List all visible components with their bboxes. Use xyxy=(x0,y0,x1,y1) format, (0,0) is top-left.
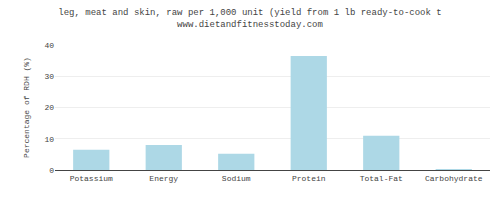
svg-text:40: 40 xyxy=(44,41,54,50)
svg-text:Potassium: Potassium xyxy=(70,174,113,183)
svg-text:Sodium: Sodium xyxy=(222,174,251,183)
svg-text:0: 0 xyxy=(49,166,54,175)
svg-text:Total-Fat: Total-Fat xyxy=(360,174,403,183)
svg-text:Energy: Energy xyxy=(149,174,178,183)
svg-text:Carbohydrate: Carbohydrate xyxy=(425,174,483,183)
svg-text:30: 30 xyxy=(44,72,54,81)
svg-text:Percentage of RDH (%): Percentage of RDH (%) xyxy=(22,57,31,158)
svg-text:leg, meat and skin, raw per 1,: leg, meat and skin, raw per 1,000 unit (… xyxy=(58,8,441,30)
svg-text:20: 20 xyxy=(44,103,54,112)
svg-text:Protein: Protein xyxy=(292,174,326,183)
svg-text:10: 10 xyxy=(44,135,54,144)
